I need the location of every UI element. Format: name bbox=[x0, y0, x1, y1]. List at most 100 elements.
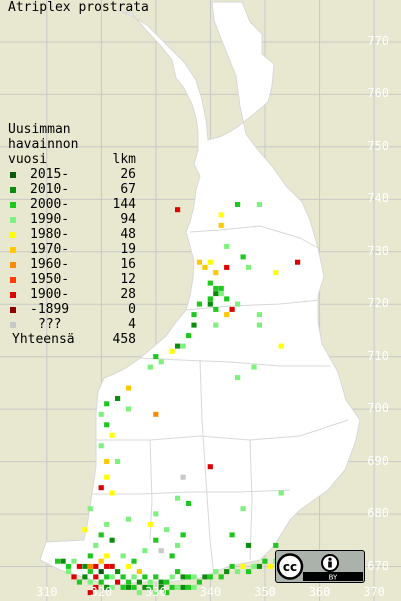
observation-square bbox=[131, 584, 137, 590]
observation-square bbox=[224, 569, 230, 575]
legend-year-label: 1970- bbox=[30, 242, 70, 257]
observation-square bbox=[76, 579, 82, 585]
cc-text: cc bbox=[283, 560, 297, 574]
observation-square bbox=[104, 574, 110, 580]
observation-square bbox=[65, 563, 72, 569]
x-tick-label: 310 bbox=[35, 585, 58, 599]
observation-square bbox=[104, 584, 110, 590]
observation-square bbox=[104, 474, 110, 480]
observation-square bbox=[213, 270, 219, 276]
legend-column-headers: vuosi lkm bbox=[8, 152, 148, 167]
observation-square bbox=[256, 312, 262, 318]
observation-square bbox=[196, 259, 202, 265]
observation-square bbox=[256, 202, 262, 207]
observation-square bbox=[158, 584, 164, 590]
observation-square bbox=[98, 579, 104, 585]
observation-square bbox=[87, 579, 93, 585]
observation-square bbox=[169, 348, 175, 354]
legend-count: 12 bbox=[120, 272, 136, 287]
legend-year-label: -1899 bbox=[30, 302, 70, 317]
observation-square bbox=[224, 264, 230, 270]
observation-square bbox=[213, 291, 219, 297]
observation-square bbox=[93, 563, 99, 569]
observation-square bbox=[256, 563, 262, 569]
observation-square bbox=[164, 579, 170, 585]
x-tick-label: 370 bbox=[363, 585, 385, 599]
x-tick-label: 320 bbox=[90, 585, 113, 599]
observation-square bbox=[98, 532, 104, 538]
legend-count: 19 bbox=[120, 242, 136, 257]
legend-swatch bbox=[10, 202, 16, 208]
legend-year-header: vuosi bbox=[8, 152, 48, 167]
observation-square bbox=[153, 354, 159, 360]
observation-square bbox=[180, 343, 186, 349]
legend-swatch bbox=[10, 172, 16, 178]
legend-swatch bbox=[10, 307, 16, 313]
y-tick-label: 670 bbox=[367, 558, 389, 573]
observation-square bbox=[109, 432, 115, 438]
observation-square bbox=[71, 558, 77, 564]
observation-square bbox=[82, 563, 88, 569]
observation-square bbox=[98, 443, 104, 449]
observation-square bbox=[175, 343, 181, 349]
observation-square bbox=[104, 521, 110, 527]
observation-square bbox=[185, 333, 192, 339]
y-tick-label: 770 bbox=[367, 33, 389, 48]
observation-square bbox=[109, 537, 115, 543]
observation-square bbox=[235, 202, 241, 207]
observation-square bbox=[104, 401, 110, 407]
legend-swatch bbox=[10, 292, 16, 298]
observation-square bbox=[120, 553, 126, 559]
observation-square bbox=[82, 574, 88, 580]
observation-square bbox=[175, 207, 181, 213]
observation-square bbox=[202, 264, 208, 270]
observation-square bbox=[240, 506, 246, 512]
observation-square bbox=[273, 270, 279, 276]
observation-square bbox=[104, 553, 110, 559]
license-badge: cc BY bbox=[275, 550, 365, 583]
legend-total-count: 458 bbox=[112, 332, 136, 347]
observation-square bbox=[191, 312, 197, 318]
observation-square bbox=[125, 563, 132, 569]
observation-square bbox=[224, 243, 230, 249]
legend-year-label: ??? bbox=[38, 317, 62, 332]
y-tick-label: 730 bbox=[367, 243, 389, 258]
legend-count: 4 bbox=[128, 317, 136, 332]
observation-square bbox=[153, 511, 159, 517]
observation-square bbox=[169, 574, 175, 580]
legend-swatch bbox=[10, 232, 16, 238]
legend-header-line-1: Uusimman bbox=[8, 122, 71, 137]
observation-square bbox=[235, 301, 241, 307]
y-tick-label: 680 bbox=[367, 506, 389, 521]
observation-square bbox=[125, 406, 132, 412]
observation-square bbox=[240, 563, 246, 569]
legend-count-header: lkm bbox=[112, 152, 136, 167]
legend-count: 26 bbox=[120, 167, 136, 182]
legend-header-line-2: havainnon bbox=[8, 137, 79, 152]
observation-square bbox=[218, 222, 224, 228]
observation-square bbox=[196, 301, 202, 307]
observation-square bbox=[98, 411, 104, 417]
observation-square bbox=[191, 584, 197, 590]
region-borders bbox=[92, 225, 349, 577]
map-title: Atriplex prostrata bbox=[8, 0, 149, 15]
observation-square bbox=[213, 285, 219, 291]
legend-swatch bbox=[10, 187, 16, 193]
x-tick-label: 340 bbox=[199, 585, 222, 599]
legend-swatch bbox=[10, 247, 16, 253]
legend-year-label: 1960- bbox=[30, 257, 70, 272]
legend-year-label: 1900- bbox=[30, 287, 70, 302]
observation-square bbox=[235, 569, 241, 575]
observation-square bbox=[120, 584, 126, 590]
observation-square bbox=[180, 574, 186, 580]
observation-square bbox=[251, 563, 257, 569]
observation-square bbox=[218, 574, 224, 580]
observation-square bbox=[175, 542, 181, 548]
x-tick-label: 360 bbox=[308, 585, 331, 599]
observation-square bbox=[71, 574, 77, 580]
observation-square bbox=[164, 590, 170, 596]
observation-square bbox=[158, 579, 164, 585]
observation-square bbox=[207, 574, 213, 580]
observation-squares bbox=[55, 202, 301, 596]
observation-square bbox=[125, 579, 132, 585]
